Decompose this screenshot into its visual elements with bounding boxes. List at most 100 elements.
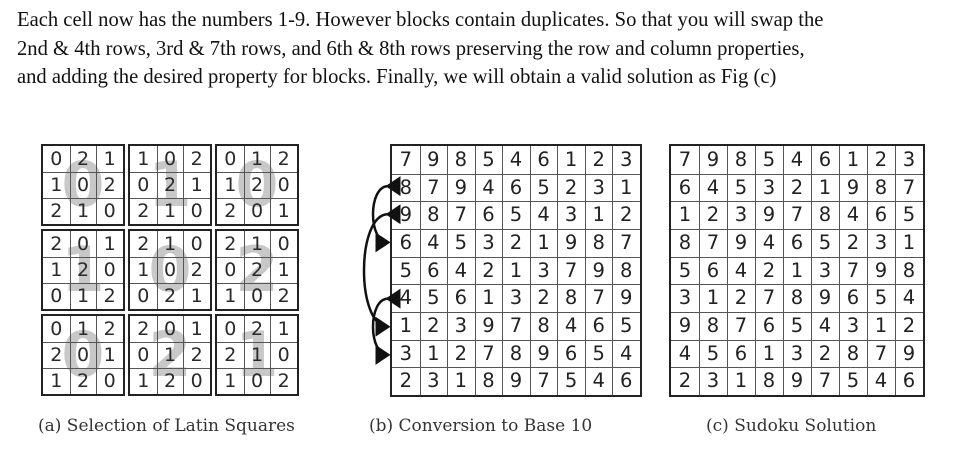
grid-line bbox=[392, 339, 640, 341]
grid-cell: 7 bbox=[678, 148, 692, 171]
grid-line bbox=[392, 312, 640, 313]
paragraph-line-1: Each cell now has the numbers 1-9. Howev… bbox=[17, 9, 824, 31]
grid-cell: 9 bbox=[482, 314, 495, 337]
grid-cell: 7 bbox=[509, 314, 523, 337]
grid-line bbox=[392, 256, 640, 258]
latin-cell: 0 bbox=[277, 233, 290, 255]
latin-cell: 0 bbox=[190, 233, 203, 255]
grid-cell: 1 bbox=[790, 258, 804, 282]
grid-cell: 6 bbox=[592, 314, 605, 337]
grid-cell: 5 bbox=[734, 175, 748, 199]
latin-cell: 2 bbox=[163, 370, 177, 392]
swap-arrow bbox=[371, 288, 401, 365]
latin-cell: 2 bbox=[50, 344, 63, 366]
grid-cell: 9 bbox=[846, 175, 860, 199]
latin-cell: 1 bbox=[137, 370, 150, 392]
grid-line bbox=[783, 146, 784, 395]
grid-cell: 2 bbox=[706, 203, 720, 227]
latin-cell: 2 bbox=[190, 344, 203, 366]
grid-line bbox=[529, 146, 531, 395]
grid-cell: 4 bbox=[427, 231, 440, 254]
grid-cell: 6 bbox=[678, 175, 692, 199]
grid-line bbox=[69, 231, 71, 309]
latin-cell: 2 bbox=[137, 233, 150, 255]
latin-cell: 2 bbox=[224, 200, 237, 222]
grid-cell: 5 bbox=[706, 341, 720, 365]
latin-cell: 0 bbox=[190, 370, 203, 392]
grid-cell: 4 bbox=[399, 286, 412, 310]
grid-cell: 8 bbox=[678, 231, 692, 254]
grid-cell: 3 bbox=[454, 314, 468, 337]
grid-cell: 9 bbox=[454, 175, 468, 199]
ghost-digit: 2 bbox=[148, 318, 192, 391]
grid-line bbox=[867, 146, 868, 395]
grid-cell: 5 bbox=[592, 341, 605, 365]
grid-cell: 1 bbox=[874, 314, 888, 337]
latin-cell: 0 bbox=[137, 344, 150, 366]
grid-cell: 1 bbox=[902, 231, 916, 254]
grid-cell: 8 bbox=[564, 286, 578, 310]
grid-line bbox=[96, 146, 98, 224]
grid-cell: 2 bbox=[762, 258, 776, 282]
latin-cell: 0 bbox=[103, 370, 116, 392]
grid-line bbox=[43, 342, 123, 343]
grid-line bbox=[183, 316, 185, 394]
grid-cell: 7 bbox=[734, 314, 748, 337]
latin-cell: 1 bbox=[137, 259, 150, 281]
latin-cell: 0 bbox=[137, 174, 150, 196]
grid-cell: 8 bbox=[902, 258, 916, 282]
grid-line bbox=[130, 368, 210, 369]
grid-line bbox=[392, 229, 640, 230]
grid-line bbox=[584, 146, 586, 395]
latin-cell: 2 bbox=[250, 259, 264, 281]
grid-line bbox=[419, 146, 421, 395]
grid-cell: 3 bbox=[678, 286, 692, 310]
grid-line bbox=[612, 146, 614, 395]
grid-cell: 8 bbox=[454, 148, 468, 171]
grid-cell: 8 bbox=[762, 369, 776, 393]
grid-cell: 2 bbox=[678, 369, 692, 393]
grid-cell: 2 bbox=[874, 148, 888, 171]
grid-line bbox=[392, 284, 640, 286]
grid-cell: 9 bbox=[592, 258, 605, 282]
latin-cell: 0 bbox=[250, 285, 264, 307]
grid-cell: 2 bbox=[427, 314, 440, 337]
latin-cell: 2 bbox=[190, 148, 203, 170]
row-swap-arrows bbox=[362, 176, 401, 365]
grid-cell: 9 bbox=[902, 341, 916, 365]
grid-line bbox=[811, 146, 812, 395]
grid-cell: 3 bbox=[564, 203, 578, 227]
grid-line bbox=[270, 146, 272, 224]
grid-cell: 4 bbox=[564, 314, 578, 337]
grid-cell: 2 bbox=[592, 148, 605, 171]
grid-line bbox=[447, 146, 449, 395]
latin-cell: 2 bbox=[103, 318, 116, 340]
grid-line bbox=[69, 146, 71, 224]
grid-line bbox=[43, 198, 123, 199]
grid-cell: 2 bbox=[734, 286, 748, 310]
grid-cell: 9 bbox=[706, 148, 720, 171]
grid-cell: 8 bbox=[509, 341, 523, 365]
grid-cell: 4 bbox=[790, 148, 804, 171]
grid-cell: 9 bbox=[537, 341, 550, 365]
latin-cell: 0 bbox=[50, 285, 63, 307]
grid-cell: 3 bbox=[399, 341, 412, 365]
grid-line bbox=[270, 231, 272, 309]
latin-cell: 0 bbox=[103, 200, 116, 222]
latin-cell: 0 bbox=[224, 259, 237, 281]
grid-cell: 4 bbox=[509, 148, 523, 171]
grid-cell: 3 bbox=[482, 231, 495, 254]
grid-cell: 2 bbox=[790, 175, 804, 199]
grid-cell: 1 bbox=[454, 369, 468, 393]
latin-cell: 2 bbox=[224, 233, 237, 255]
ghost-digit: 0 bbox=[61, 148, 105, 221]
grid-cell: 4 bbox=[454, 258, 468, 282]
grid-cell: 7 bbox=[874, 341, 888, 365]
grid-cell: 7 bbox=[706, 231, 720, 254]
latin-cell: 2 bbox=[277, 370, 290, 392]
latin-cell: 1 bbox=[190, 285, 203, 307]
grid-line bbox=[183, 146, 185, 224]
grid-cell: 3 bbox=[734, 203, 748, 227]
